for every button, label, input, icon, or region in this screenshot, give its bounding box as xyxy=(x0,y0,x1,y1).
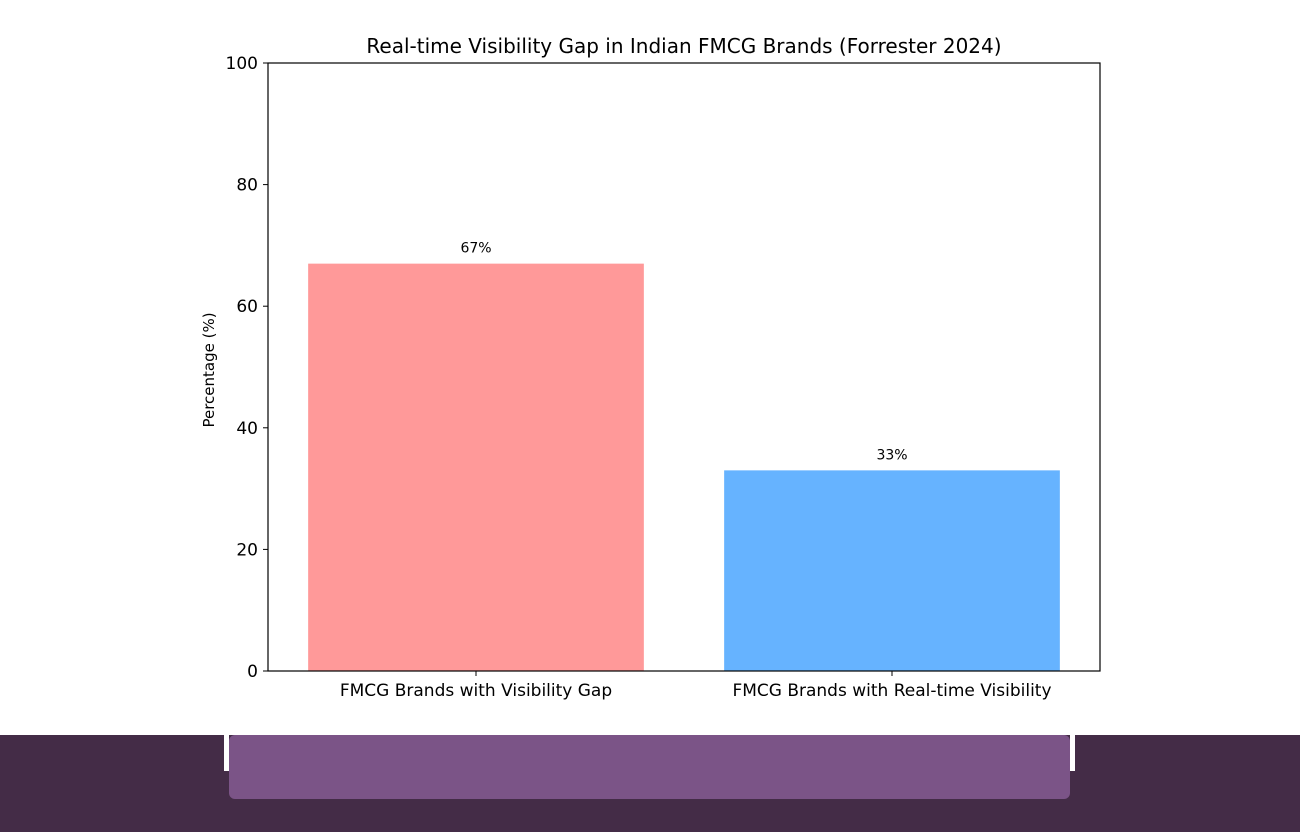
axes-layer: FMCG Brands with Visibility Gap FMCG Bran… xyxy=(226,54,1101,701)
value-label-2: 33% xyxy=(876,447,907,463)
footer-divider-left xyxy=(224,735,229,771)
plot-frame xyxy=(267,62,1101,672)
bar-1 xyxy=(308,263,644,671)
y-tick-label-4: 60 xyxy=(236,297,258,317)
bars-layer xyxy=(308,263,1060,671)
footer-divider-right xyxy=(1070,735,1075,771)
bar-2 xyxy=(724,470,1060,671)
y-tick-label-2: 20 xyxy=(236,540,258,560)
y-tick-label-5: 80 xyxy=(236,176,258,196)
y-tick-label-1: 0 xyxy=(247,662,258,682)
bar-chart: Real-time Visibility Gap in Indian FMCG … xyxy=(200,34,1101,701)
y-tick-label-6: 100 xyxy=(226,54,258,74)
value-label-1: 67% xyxy=(460,241,491,257)
x-tick-label-2: FMCG Brands with Real-time Visibility xyxy=(732,681,1051,701)
footer-bar xyxy=(229,735,1070,799)
value-labels-layer: 67% 33% xyxy=(460,241,907,464)
x-tick-label-1: FMCG Brands with Visibility Gap xyxy=(340,681,612,701)
y-tick-label-3: 40 xyxy=(236,419,258,439)
chart-title: Real-time Visibility Gap in Indian FMCG … xyxy=(366,34,1001,58)
y-axis-label: Percentage (%) xyxy=(200,312,218,427)
